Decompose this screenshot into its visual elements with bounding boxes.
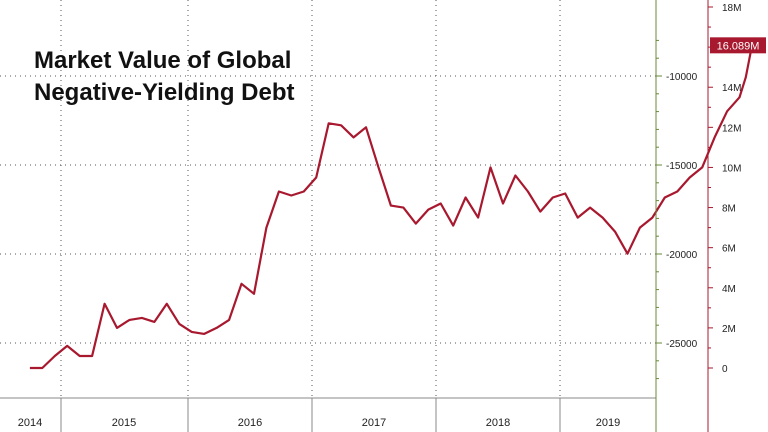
- y-right-tick-label: 2M: [722, 324, 736, 335]
- y-left-tick-label: -25000: [666, 339, 698, 350]
- y-right-tick-label: 4M: [722, 284, 736, 295]
- series-layer: [29, 45, 754, 370]
- y-right-tick-label: 6M: [722, 244, 736, 255]
- series-line: [29, 45, 754, 370]
- y-left-tick-label: -10000: [666, 72, 698, 83]
- x-tick-label: 2017: [362, 417, 386, 429]
- last-value-label: 16.089M: [717, 40, 760, 52]
- y-right-tick-label: 8M: [722, 204, 736, 215]
- y-left-tick-label: -20000: [666, 250, 698, 261]
- y-right-tick-label: 0: [722, 364, 728, 375]
- x-tick-label: 2014: [18, 417, 42, 429]
- y-right-tick-label: 14M: [722, 83, 741, 94]
- x-tick-label: 2015: [112, 417, 136, 429]
- x-tick-label: 2016: [238, 417, 262, 429]
- chart-subtitle: Negative-Yielding Debt: [34, 79, 294, 106]
- y-right-tick-label: 18M: [722, 3, 741, 14]
- last-value-flag: [710, 37, 766, 54]
- x-tick-label: 2019: [596, 417, 620, 429]
- chart-title: Market Value of Global: [34, 47, 291, 74]
- x-tick-label: 2018: [486, 417, 510, 429]
- y-left-tick-label: -15000: [666, 161, 698, 172]
- y-right-tick-label: 10M: [722, 163, 741, 174]
- y-right-tick-label: 12M: [722, 123, 741, 134]
